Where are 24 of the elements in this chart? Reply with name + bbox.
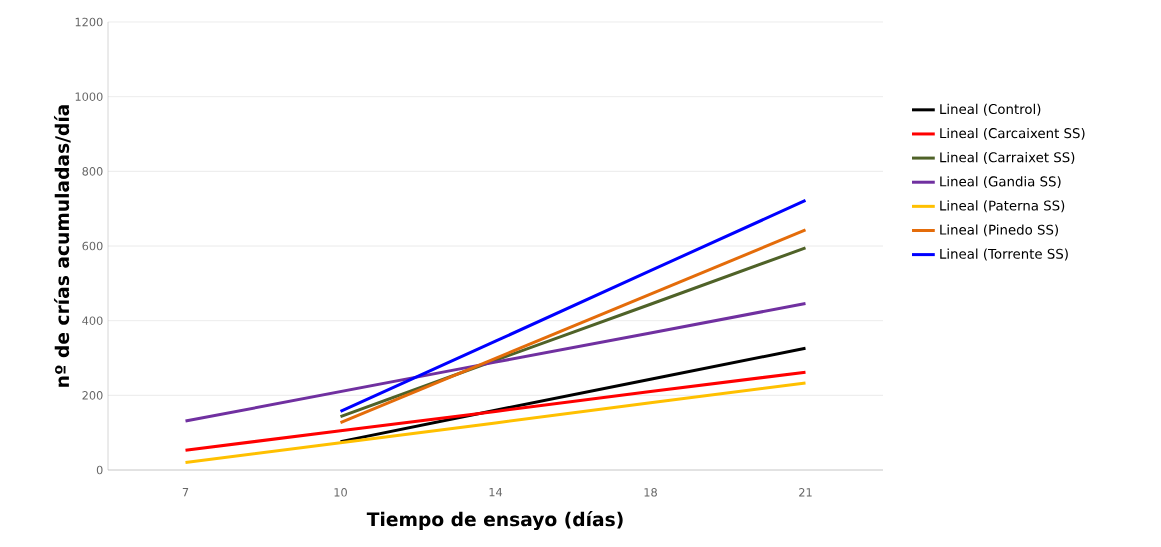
- y-axis-title: nº de crías acumuladas/día: [53, 105, 71, 387]
- y-tick-label: 400: [82, 316, 103, 325]
- line-series: [184, 381, 807, 465]
- x-tick-label: 10: [334, 488, 347, 497]
- y-tick-label: 800: [82, 167, 103, 176]
- legend-label: Lineal (Pinedo SS): [940, 224, 1058, 237]
- x-tick-label: 21: [799, 488, 812, 497]
- x-tick-label: 14: [489, 488, 503, 497]
- legend-label: Lineal (Carcaixent SS): [940, 127, 1085, 140]
- x-tick-label: 18: [644, 488, 657, 497]
- legend-label: Lineal (Torrente SS): [940, 248, 1068, 261]
- legend-label: Lineal (Carraixet SS): [940, 152, 1075, 164]
- line-series: [184, 370, 807, 452]
- line-series: [339, 198, 807, 413]
- y-tick-label: 200: [82, 391, 103, 400]
- legend-label: Lineal (Gandia SS): [940, 176, 1061, 189]
- x-tick-label: 7: [182, 488, 189, 497]
- y-tick-label: 600: [82, 241, 103, 251]
- y-tick-label: 0: [96, 465, 103, 475]
- y-tick-label: 1000: [75, 92, 103, 101]
- legend-label: Lineal (Control): [940, 103, 1041, 116]
- y-tick-label: 1200: [75, 17, 103, 27]
- legend-label: Lineal (Paterna SS): [940, 200, 1065, 213]
- x-axis-title: Tiempo de ensayo (días): [366, 511, 623, 531]
